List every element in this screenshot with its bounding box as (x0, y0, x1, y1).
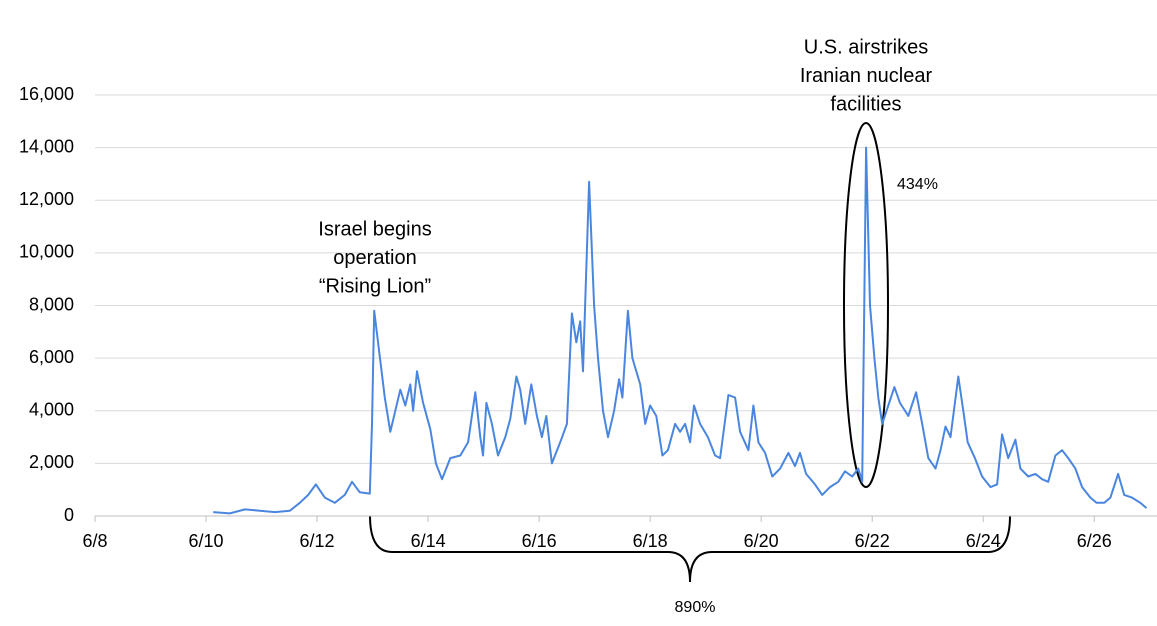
highlight-ellipse (843, 122, 889, 488)
y-tick-label: 12,000 (19, 189, 74, 209)
y-tick-label: 10,000 (19, 242, 74, 262)
y-tick-label: 4,000 (29, 400, 74, 420)
y-tick-label: 0 (64, 505, 74, 525)
x-tick-label: 6/10 (189, 531, 224, 551)
x-tick-label: 6/8 (82, 531, 107, 551)
annotation: “Rising Lion” (319, 275, 431, 297)
annotation: 890% (675, 599, 716, 616)
range-brace (369, 515, 1011, 583)
x-tick-label: 6/14 (411, 531, 446, 551)
x-tick-label: 6/24 (966, 531, 1001, 551)
annotation: facilities (830, 93, 901, 115)
y-tick-label: 14,000 (19, 136, 74, 156)
annotation: 434% (897, 176, 938, 193)
y-tick-label: 2,000 (29, 452, 74, 472)
y-tick-label: 16,000 (19, 84, 74, 104)
x-tick-label: 6/16 (522, 531, 557, 551)
y-tick-label: 6,000 (29, 347, 74, 367)
x-tick-label: 6/20 (744, 531, 779, 551)
annotation: operation (333, 247, 416, 269)
annotation: Iranian nuclear (800, 65, 933, 87)
x-tick-label: 6/22 (855, 531, 890, 551)
y-tick-label: 8,000 (29, 294, 74, 314)
x-tick-label: 6/26 (1077, 531, 1112, 551)
annotation: U.S. airstrikes (804, 36, 928, 58)
data-line (213, 146, 1148, 515)
x-tick-label: 6/18 (633, 531, 668, 551)
x-tick-label: 6/12 (300, 531, 335, 551)
annotation: Israel begins (318, 218, 431, 240)
